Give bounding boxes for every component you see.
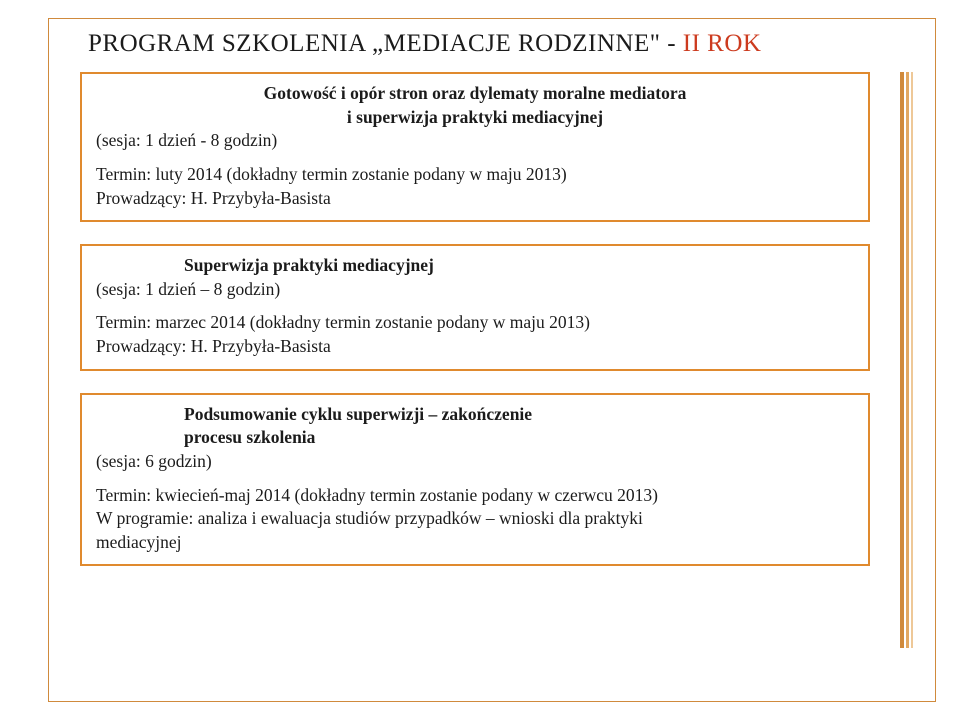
card-prowadzacy: Prowadzący: H. Przybyła-Basista: [96, 187, 854, 211]
card-session: (sesja: 1 dzień - 8 godzin): [96, 129, 854, 153]
card-termin: Termin: marzec 2014 (dokładny termin zos…: [96, 311, 854, 335]
card-list: Gotowość i opór stron oraz dylematy mora…: [80, 72, 870, 566]
card-termin: Termin: kwiecień-maj 2014 (dokładny term…: [96, 484, 854, 508]
title-main: PROGRAM SZKOLENIA „MEDIACJE RODZINNE" -: [88, 30, 683, 57]
card-heading-2: i superwizja praktyki mediacyjnej: [96, 106, 854, 130]
card-termin: Termin: luty 2014 (dokładny termin zosta…: [96, 163, 854, 187]
slide: PROGRAM SZKOLENIA „MEDIACJE RODZINNE" - …: [0, 0, 960, 720]
card-session: (sesja: 6 godzin): [96, 450, 854, 474]
card-prowadzacy: Prowadzący: H. Przybyła-Basista: [96, 335, 854, 359]
card-heading: Gotowość i opór stron oraz dylematy mora…: [96, 82, 854, 106]
card-session: (sesja: 1 dzień – 8 godzin): [96, 278, 854, 302]
decor-rail: [900, 72, 914, 648]
card-1: Gotowość i opór stron oraz dylematy mora…: [80, 72, 870, 222]
card-heading: Podsumowanie cyklu superwizji – zakończe…: [184, 403, 854, 427]
title-accent: II ROK: [683, 30, 762, 57]
card-extra-2: mediacyjnej: [96, 531, 854, 555]
page-title: PROGRAM SZKOLENIA „MEDIACJE RODZINNE" - …: [88, 30, 932, 58]
card-heading: Superwizja praktyki mediacyjnej: [184, 254, 854, 278]
card-heading-2: procesu szkolenia: [184, 426, 854, 450]
card-2: Superwizja praktyki mediacyjnej (sesja: …: [80, 244, 870, 371]
card-3: Podsumowanie cyklu superwizji – zakończe…: [80, 393, 870, 567]
card-extra-1: W programie: analiza i ewaluacja studiów…: [96, 507, 854, 531]
